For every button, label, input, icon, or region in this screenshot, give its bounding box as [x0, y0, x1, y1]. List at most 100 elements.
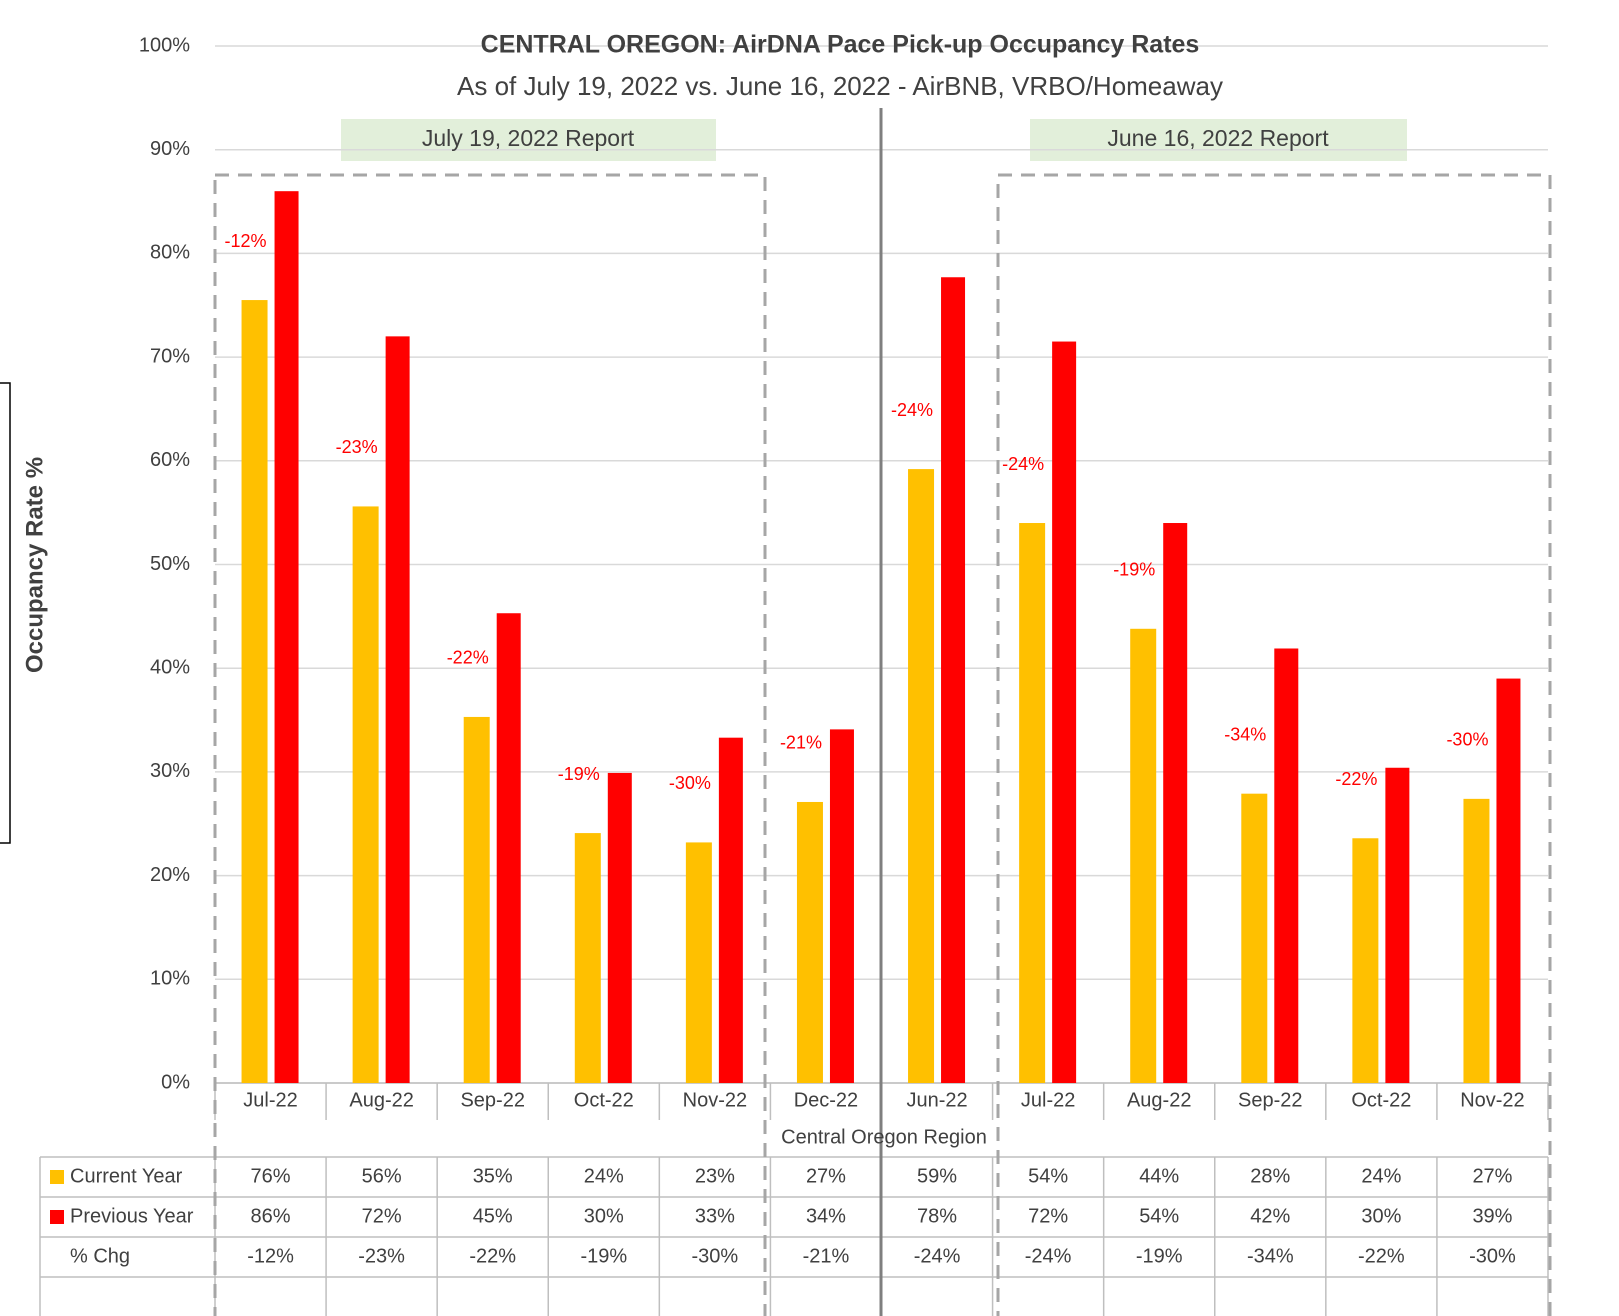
legend-swatch: [50, 1210, 64, 1224]
y-tick-label: 0%: [161, 1071, 190, 1093]
y-tick-label: 90%: [150, 138, 190, 160]
bar: [496, 613, 521, 1083]
x-tick-label: Nov-22: [683, 1089, 747, 1111]
table-cell: 72%: [1028, 1205, 1068, 1227]
y-tick-label: 100%: [139, 34, 190, 56]
x-tick-label: Sep-22: [1238, 1089, 1303, 1111]
x-tick-label: Aug-22: [349, 1089, 414, 1111]
bar: [1385, 767, 1410, 1083]
table-cell: 76%: [251, 1165, 291, 1187]
table-cell: -24%: [1025, 1245, 1072, 1267]
table-cell: 28%: [1250, 1165, 1290, 1187]
y-tick-label: 60%: [150, 449, 190, 471]
table-cell: 27%: [1472, 1165, 1512, 1187]
table-cell: -22%: [1358, 1245, 1405, 1267]
table-cell: -30%: [1469, 1245, 1516, 1267]
table-cell: 34%: [806, 1205, 846, 1227]
annotation: July 19, 2022 Report: [422, 125, 635, 151]
bar: [1019, 523, 1046, 1083]
marks: [241, 191, 1521, 1084]
x-group-label: Central Oregon Region: [781, 1126, 987, 1148]
table-cell: 56%: [362, 1165, 402, 1187]
table-cell: 54%: [1139, 1205, 1179, 1227]
bar: [1496, 678, 1521, 1083]
bar: [1163, 523, 1188, 1083]
table-cell: 30%: [584, 1205, 624, 1227]
bar: [463, 716, 490, 1083]
table-cell: 44%: [1139, 1165, 1179, 1187]
change-label: -34%: [1224, 724, 1266, 744]
change-label: -24%: [891, 400, 933, 420]
change-label: -19%: [1113, 560, 1155, 580]
y-tick-label: 20%: [150, 864, 190, 886]
table-cell: 72%: [362, 1205, 402, 1227]
x-tick-label: Oct-22: [574, 1089, 634, 1111]
x-tick-label: Jul-22: [1021, 1089, 1075, 1111]
bar: [908, 469, 935, 1083]
table-cell: -23%: [358, 1245, 405, 1267]
annotation-box: [341, 119, 716, 161]
change-label: -23%: [336, 437, 378, 457]
table-cell: 24%: [584, 1165, 624, 1187]
y-tick-label: 50%: [150, 553, 190, 575]
x-tick-label: Sep-22: [460, 1089, 525, 1111]
bar: [796, 801, 823, 1083]
table-cell: 42%: [1250, 1205, 1290, 1227]
bar: [941, 277, 966, 1084]
table-cell: 23%: [695, 1165, 735, 1187]
x-tick-label: Jul-22: [243, 1089, 297, 1111]
bar: [1352, 838, 1379, 1083]
change-label: -30%: [669, 773, 711, 793]
frame-edge: [0, 382, 11, 844]
x-tick-label: Aug-22: [1127, 1089, 1192, 1111]
table-cell: 39%: [1472, 1205, 1512, 1227]
table-cell: 24%: [1361, 1165, 1401, 1187]
legend-label: Current Year: [70, 1165, 183, 1187]
table-cell: 35%: [473, 1165, 513, 1187]
chart-title: CENTRAL OREGON: AirDNA Pace Pick-up Occu…: [481, 31, 1200, 59]
bar: [685, 842, 712, 1083]
x-tick-label: Nov-22: [1460, 1089, 1524, 1111]
table-cell: -12%: [247, 1245, 294, 1267]
annotation: June 16, 2022 Report: [1107, 125, 1329, 151]
table-cell: 54%: [1028, 1165, 1068, 1187]
x-tick-label: Oct-22: [1351, 1089, 1411, 1111]
chart-subtitle: As of July 19, 2022 vs. June 16, 2022 - …: [457, 71, 1223, 101]
table-cell: -19%: [1136, 1245, 1183, 1267]
table-cell: 30%: [1361, 1205, 1401, 1227]
annotation-box: [1030, 119, 1407, 161]
change-label: -21%: [780, 733, 822, 753]
y-tick-label: 10%: [150, 968, 190, 990]
change-label: -12%: [225, 231, 267, 251]
table-cell: 59%: [917, 1165, 957, 1187]
bar: [607, 772, 632, 1083]
y-tick-label: 40%: [150, 656, 190, 678]
table-cell: -24%: [914, 1245, 961, 1267]
bar: [274, 191, 299, 1083]
bar: [241, 300, 268, 1083]
bar: [718, 737, 743, 1083]
bar: [385, 336, 410, 1083]
bar: [1241, 793, 1268, 1083]
y-tick-label: 80%: [150, 242, 190, 264]
y-tick-label: 70%: [150, 345, 190, 367]
table-cell: -22%: [469, 1245, 516, 1267]
change-label: -30%: [1446, 730, 1488, 750]
group-box: [996, 173, 1552, 1316]
table-cell: 86%: [251, 1205, 291, 1227]
table-cell: -34%: [1247, 1245, 1294, 1267]
change-label: -19%: [558, 764, 600, 784]
bar: [574, 833, 601, 1083]
bar: [352, 506, 379, 1084]
change-label: -22%: [1335, 769, 1377, 789]
table-cell: 45%: [473, 1205, 513, 1227]
row-label: % Chg: [70, 1245, 130, 1267]
legend-swatch: [50, 1170, 64, 1184]
table-cell: 33%: [695, 1205, 735, 1227]
table-cell: -19%: [580, 1245, 627, 1267]
table-cell: -21%: [803, 1245, 850, 1267]
legend-label: Previous Year: [70, 1205, 194, 1227]
bar: [829, 729, 854, 1083]
